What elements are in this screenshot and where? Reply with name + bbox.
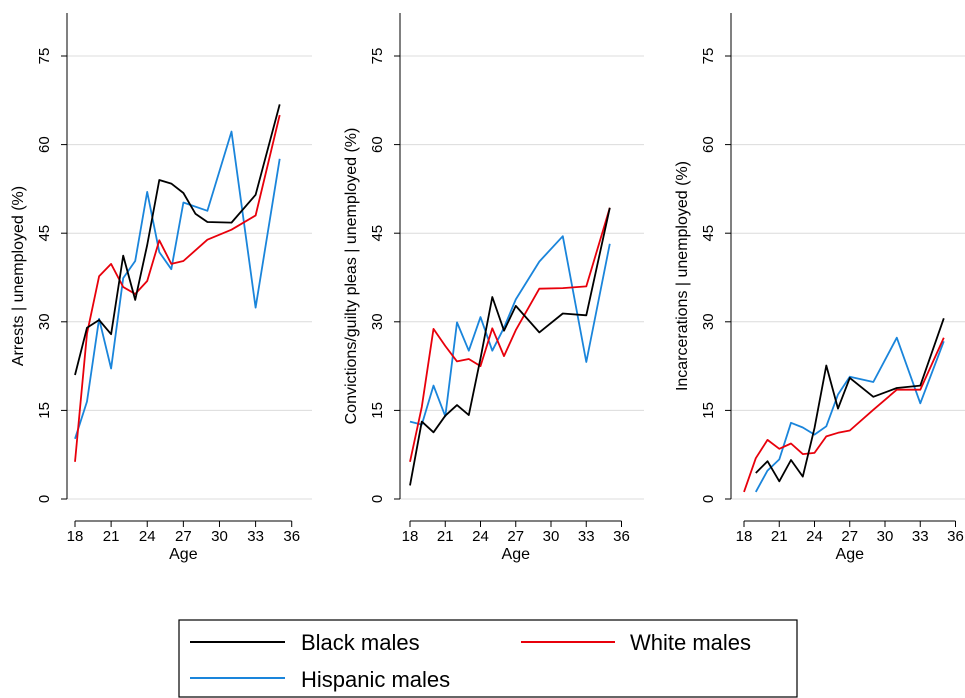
x-tick-label: 24 (139, 528, 156, 545)
x-tick-label: 36 (947, 528, 964, 545)
y-tick-label: 60 (369, 136, 386, 153)
x-tick-label: 36 (283, 528, 300, 545)
y-tick-label: 30 (369, 313, 386, 330)
series-line-hispanic-males (755, 336, 945, 493)
y-tick-label: 15 (700, 402, 717, 419)
x-axis-title: Age (836, 546, 865, 563)
legend-label-black-males: Black males (301, 630, 420, 655)
series-line-white-males (743, 337, 945, 493)
x-tick-label: 18 (736, 528, 753, 545)
y-axis-title: Incarcerations | unemployed (%) (674, 161, 691, 391)
x-tick-label: 24 (472, 528, 489, 545)
y-tick-label: 75 (36, 48, 53, 65)
y-tick-label: 15 (36, 402, 53, 419)
y-tick-label: 30 (700, 313, 717, 330)
x-tick-label: 30 (211, 528, 228, 545)
x-tick-label: 27 (507, 528, 524, 545)
x-tick-label: 21 (103, 528, 120, 545)
y-tick-label: 30 (36, 313, 53, 330)
y-tick-label: 45 (369, 225, 386, 242)
x-tick-label: 18 (67, 528, 84, 545)
legend-box (178, 619, 798, 698)
y-tick-label: 60 (700, 136, 717, 153)
series-line-white-males (409, 207, 611, 462)
series-line-black-males (409, 207, 611, 486)
y-tick-label: 75 (369, 48, 386, 65)
x-axis-title: Age (169, 546, 198, 563)
series-line-black-males (755, 318, 945, 483)
x-tick-label: 21 (771, 528, 788, 545)
y-tick-label: 15 (369, 402, 386, 419)
chart-panel-2: 0 15 30 45 60 75 18 21 24 27 30 33 36 Age Convictions/… (343, 13, 644, 563)
y-tick-label: 0 (369, 495, 386, 503)
series-line-hispanic-males (74, 130, 281, 440)
series-line-black-males (74, 104, 281, 376)
x-tick-label: 21 (437, 528, 454, 545)
chart-panel-1: 0 15 30 45 60 75 18 21 24 27 30 33 36 Age Arrests | un… (10, 13, 312, 563)
x-tick-label: 30 (543, 528, 560, 545)
y-tick-label: 0 (36, 495, 53, 503)
legend-label-hispanic-males: Hispanic males (301, 667, 450, 692)
chart-panel-3: 0 15 30 45 60 75 18 21 24 27 30 33 36 Age Incarceratio… (674, 13, 965, 563)
x-tick-label: 36 (613, 528, 630, 545)
y-tick-label: 45 (700, 225, 717, 242)
series-line-white-males (74, 114, 281, 462)
x-tick-label: 27 (175, 528, 192, 545)
legend-label-white-males: White males (630, 630, 751, 655)
legend: Black males White males Hispanic males (178, 619, 798, 698)
x-tick-label: 33 (578, 528, 595, 545)
x-tick-label: 27 (841, 528, 858, 545)
x-tick-label: 30 (877, 528, 894, 545)
x-axis-title: Age (502, 546, 531, 563)
x-tick-label: 33 (912, 528, 929, 545)
y-tick-label: 45 (36, 225, 53, 242)
y-tick-label: 60 (36, 136, 53, 153)
y-axis-title: Convictions/guilty pleas | unemployed (%… (343, 128, 360, 425)
x-tick-label: 24 (806, 528, 823, 545)
series-line-hispanic-males (409, 235, 611, 426)
y-axis-title: Arrests | unemployed (%) (10, 186, 27, 366)
y-tick-label: 0 (700, 495, 717, 503)
y-tick-label: 75 (700, 48, 717, 65)
chart-panels: 0 15 30 45 60 75 18 21 24 27 30 33 36 Age Arrests | un… (10, 13, 965, 563)
x-tick-label: 33 (247, 528, 264, 545)
x-tick-label: 18 (402, 528, 419, 545)
